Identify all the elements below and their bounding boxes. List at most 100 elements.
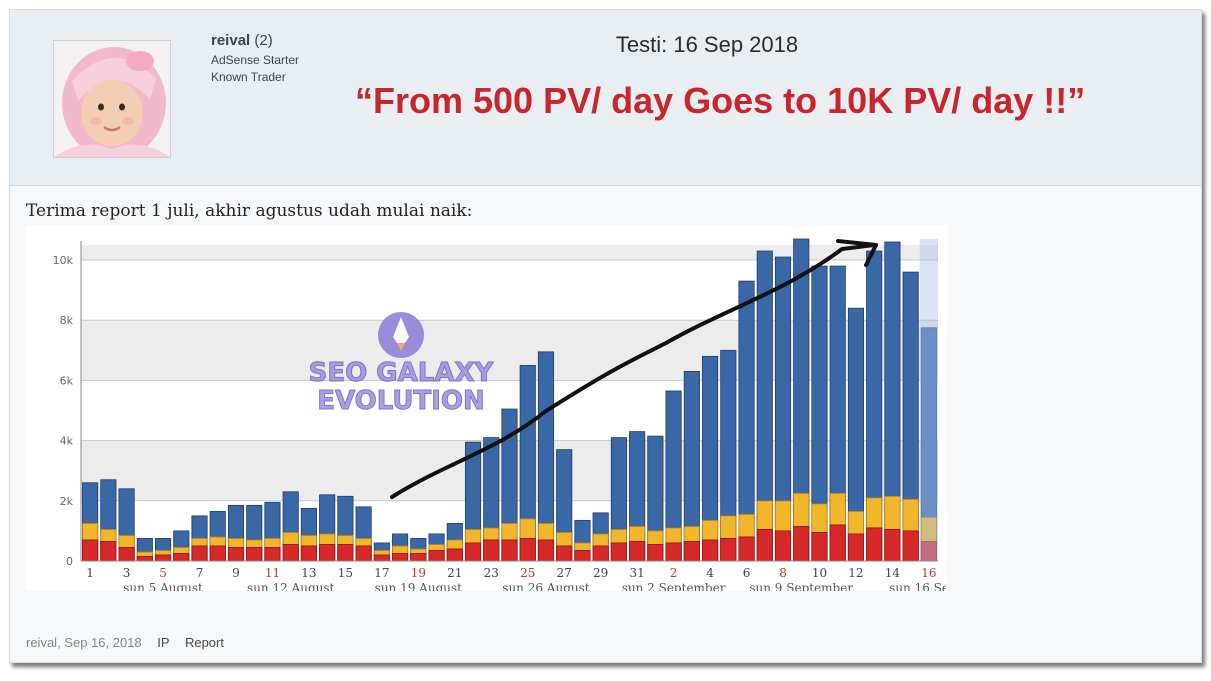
chart-bar-visitors <box>793 525 810 562</box>
avatar[interactable] <box>53 40 171 158</box>
chart-bar-visitors <box>464 542 482 562</box>
chart-xtick-label: 3 <box>123 566 131 580</box>
chart-week-label: sun 26 August <box>502 581 589 591</box>
chart-bar-visitors <box>227 547 245 562</box>
chart-ytick-label: 6k <box>60 374 74 387</box>
chart-xtick-label: 11 <box>265 566 280 580</box>
rocket-flame <box>397 343 405 351</box>
chart-bar-visitors <box>191 545 208 562</box>
author-name: reival (2) <box>211 32 273 49</box>
chart-bar-visitors <box>519 538 536 562</box>
chart-bar-visitors <box>446 548 463 562</box>
chart-xtick-label: 6 <box>743 566 751 580</box>
author-title-1: AdSense Starter <box>211 53 300 67</box>
author-title-2: Known Trader <box>211 70 286 84</box>
chart-bar-visitors <box>136 556 153 562</box>
chart-xtick-label: 16 <box>921 566 936 580</box>
chart-xtick-label: 4 <box>706 566 714 580</box>
author-username[interactable]: reival <box>211 32 251 49</box>
chart-ytick-label: 8k <box>60 314 74 327</box>
chart-xtick-label: 1 <box>86 566 94 580</box>
chart-bar-visitors <box>629 541 646 562</box>
trend-arrow-line <box>390 243 876 499</box>
chart-bar-visitors <box>756 528 773 562</box>
chart-bar-visitors <box>373 554 390 562</box>
chart-bar-visitors <box>683 541 700 562</box>
chart-bar-visitors <box>264 547 281 562</box>
chart-bar-visitors <box>738 536 755 562</box>
trend-arrow-head <box>836 239 878 267</box>
chart-bar-visitors <box>209 545 226 562</box>
rocket-shape <box>393 317 409 343</box>
chart-week-label: sun 12 August <box>247 581 334 591</box>
seo-galaxy-watermark: SEO GALAXY EVOLUTION <box>308 312 495 417</box>
ip-link[interactable]: IP <box>157 635 170 650</box>
chart-xtick-label: 8 <box>779 566 787 580</box>
report-link[interactable]: Report <box>184 635 224 650</box>
chart-ytick-label: 0 <box>66 555 73 568</box>
chart-bar-visitors <box>300 545 317 562</box>
chart-bar-visitors <box>392 553 409 562</box>
baby-photo-image <box>54 41 170 157</box>
chart-bar-visitors <box>665 542 682 562</box>
chart-bar-visitors <box>847 533 865 562</box>
chart-bar-visitors <box>82 539 99 562</box>
chart-grid-band <box>81 245 938 261</box>
chart-xtick-label: 7 <box>196 566 204 580</box>
chart-xtick-label: 27 <box>557 566 572 580</box>
chart-xtick-label: 10 <box>812 566 827 580</box>
chart-bar-visitors <box>702 539 719 562</box>
traffic-chart-image: 0 2k 4k 6k 8k 10k 1 3 5 7 9 11 13 15 17 19 21 23 25 27 29 31… <box>26 225 969 596</box>
post-header: reival (2) AdSense Starter Known Trader … <box>10 10 1201 186</box>
chart-xtick-label: 5 <box>159 566 167 580</box>
chart-bar-visitors <box>246 547 263 562</box>
chart-bar-visitors <box>282 544 299 562</box>
chart-bar-visitors <box>574 550 591 562</box>
headline: “From 500 PV/ day Goes to 10K PV/ day !!… <box>355 80 1086 121</box>
chart-bar-visitors <box>319 544 336 562</box>
chart-bar-visitors <box>866 527 883 562</box>
chart-bar-visitors <box>173 553 190 562</box>
chart-bar-visitors <box>118 547 135 562</box>
chart-bar-visitors <box>720 538 737 562</box>
chart-hover-highlight <box>919 238 938 561</box>
chart-bar-visitors <box>337 544 354 562</box>
chart-bar-visitors <box>610 542 627 562</box>
chart-xtick-label: 19 <box>411 566 426 580</box>
chart-week-label: sun 9 September <box>749 581 853 591</box>
forum-post: reival (2) AdSense Starter Known Trader … <box>9 9 1202 663</box>
chart-bar-visitors <box>483 539 500 562</box>
chart-bar-visitors <box>355 545 372 562</box>
chart-ytick-label: 10k <box>53 254 74 267</box>
chart-xtick-label: 17 <box>374 566 389 580</box>
chart-xtick-label: 12 <box>848 566 863 580</box>
chart-ytick-label: 4k <box>60 435 74 448</box>
post-footer: reival, Sep 16, 2018 IP Report <box>26 635 224 650</box>
chart-xtick-label: 31 <box>629 566 644 580</box>
chart-grid-band <box>81 320 938 381</box>
chart-xtick-label: 21 <box>447 566 462 580</box>
chart-bar-visitors <box>811 532 828 562</box>
chart-bar-visitors <box>428 550 445 562</box>
author-post-count: (2) <box>254 32 273 49</box>
chart-xtick-label: 23 <box>484 566 499 580</box>
post-meta[interactable]: reival, Sep 16, 2018 <box>26 635 142 650</box>
chart-xtick-label: 29 <box>593 566 608 580</box>
chart-bar-visitors <box>501 539 518 562</box>
chart-xtick-label: 14 <box>885 566 901 580</box>
chart-bar-visitors <box>537 539 555 562</box>
chart-week-label: sun 2 September <box>622 581 726 591</box>
post-message: Terima report 1 juli, akhir agustus udah… <box>26 201 473 221</box>
chart-week-label: sun 16 Septe <box>889 581 946 591</box>
chart-week-label: sun 5 August <box>123 581 203 591</box>
chart-bar-visitors <box>592 545 609 562</box>
watermark-line1: SEO GALAXY <box>309 358 495 388</box>
chart-bar-visitors <box>100 541 117 562</box>
chart-bar-visitors <box>410 553 427 562</box>
chart-xtick-label: 2 <box>670 566 678 580</box>
chart-xtick-label: 9 <box>232 566 240 580</box>
watermark-line2: EVOLUTION <box>317 386 485 416</box>
chart-bar-visitors <box>154 554 172 562</box>
chart-bar-visitors <box>902 530 919 562</box>
testi-date: Testi: 16 Sep 2018 <box>615 32 799 57</box>
